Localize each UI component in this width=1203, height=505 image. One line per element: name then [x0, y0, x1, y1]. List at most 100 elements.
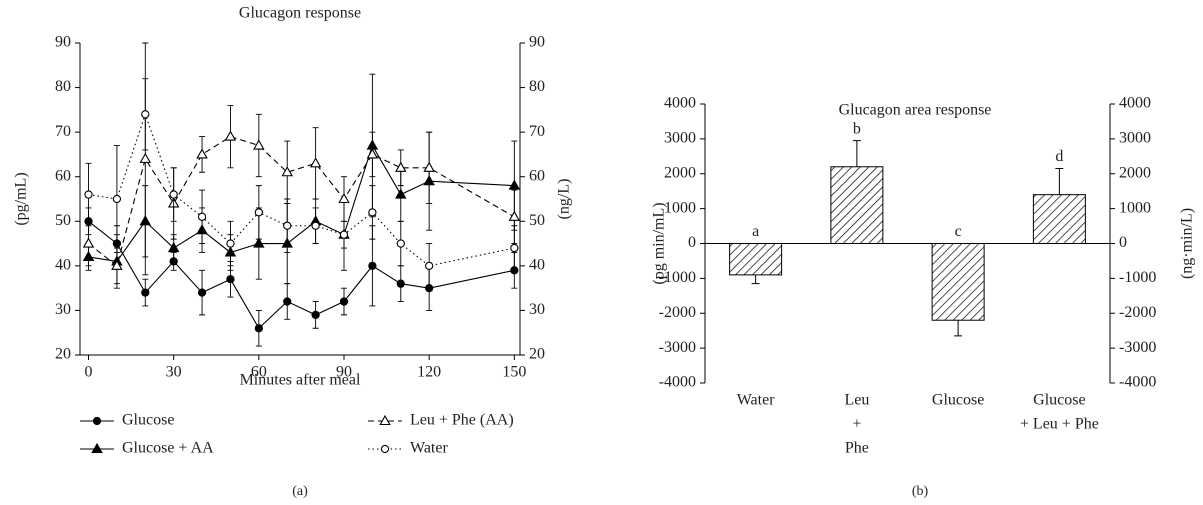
legend-marker: [92, 416, 102, 426]
marker: [169, 190, 178, 199]
y2-tick-label: -3000: [1119, 339, 1156, 356]
marker: [309, 157, 322, 168]
marker: [338, 192, 350, 204]
y2-tick-label: 0: [1119, 234, 1127, 251]
y-tick-label: 90: [55, 34, 71, 51]
marker: [311, 310, 320, 320]
y-tick-label: -1000: [659, 269, 696, 286]
marker: [141, 288, 150, 297]
legend-marker: [379, 414, 391, 426]
chart-title: Glucagon area response: [839, 102, 992, 119]
series-line: [88, 144, 515, 262]
marker: [167, 241, 180, 253]
y-tick-label: 20: [55, 346, 71, 363]
x-axis-label: Minutes after meal: [240, 372, 361, 389]
x-tick-label: Phe: [845, 440, 869, 457]
y-axis-label: (pg/mL): [13, 172, 30, 225]
marker: [197, 288, 207, 297]
marker: [510, 243, 519, 253]
x-tick-label: 30: [166, 364, 182, 381]
marker: [111, 259, 123, 270]
legend-label: Glucose + AA: [122, 440, 214, 457]
error-bar: [954, 320, 963, 337]
marker: [423, 161, 435, 172]
x-tick-label: 0: [85, 364, 93, 381]
y2-tick-label: 80: [529, 78, 545, 95]
x-tick-label: 150: [502, 364, 526, 381]
marker: [311, 221, 320, 230]
y2-tick-label: 90: [529, 34, 545, 51]
y2-axis-label: (ng·min/L): [1179, 208, 1196, 279]
x-tick-label: 60: [251, 364, 267, 381]
x-tick-label: 90: [336, 364, 352, 381]
marker: [253, 237, 265, 248]
y2-tick-label: 50: [529, 212, 545, 229]
y-tick-label: -4000: [659, 374, 696, 391]
x-tick-label: Water: [737, 392, 775, 409]
marker: [425, 261, 434, 271]
y-tick-label: 1000: [664, 199, 696, 216]
bar: [931, 243, 985, 321]
caption: (a): [292, 484, 308, 499]
marker: [141, 110, 150, 119]
series-line: [88, 220, 515, 330]
x-tick-label: Leu: [844, 392, 869, 409]
x-tick-label: + Leu + Phe: [1020, 416, 1099, 433]
marker: [368, 261, 377, 271]
y2-tick-label: 4000: [1119, 95, 1151, 112]
y2-tick-label: 1000: [1119, 199, 1151, 216]
marker: [339, 297, 349, 306]
marker: [224, 130, 237, 141]
chart-title: Glucagon response: [239, 5, 361, 22]
x-tick-label: Glucose: [1033, 392, 1085, 409]
x-tick-label: 120: [417, 364, 441, 381]
marker: [395, 188, 407, 199]
legend-label: Glucose: [122, 412, 174, 429]
y-tick-label: -2000: [659, 304, 696, 321]
y2-tick-label: 70: [529, 123, 545, 140]
y-tick-label: 60: [55, 167, 71, 184]
marker: [368, 208, 377, 217]
annotation: d: [1055, 148, 1063, 165]
marker: [226, 239, 235, 248]
marker: [226, 275, 235, 284]
caption: (b): [912, 484, 929, 499]
marker: [253, 139, 265, 150]
bar: [729, 243, 783, 276]
y-axis-label: (pg min/mL): [651, 202, 668, 284]
marker: [339, 230, 349, 239]
y-tick-label: 0: [688, 234, 696, 251]
y-tick-label: 50: [55, 212, 71, 229]
y2-tick-label: -2000: [1119, 304, 1156, 321]
y-tick-label: 40: [55, 257, 71, 274]
y-tick-label: 30: [55, 301, 71, 318]
y2-axis-label: (ng/L): [556, 179, 573, 220]
error-bar: [852, 140, 861, 167]
series-line: [88, 112, 515, 267]
legend-label: Water: [410, 440, 448, 457]
marker: [254, 208, 263, 217]
annotation: b: [853, 120, 861, 137]
marker: [254, 324, 263, 333]
marker: [281, 166, 293, 177]
y-tick-label: 70: [55, 123, 71, 140]
x-tick-label: Glucose: [932, 392, 984, 409]
y-tick-label: 3000: [664, 130, 696, 147]
bar: [1032, 194, 1086, 245]
marker: [196, 148, 208, 159]
marker: [197, 212, 207, 221]
marker: [395, 161, 407, 172]
marker: [283, 297, 292, 306]
marker: [508, 179, 521, 190]
marker: [84, 190, 93, 199]
bar: [830, 166, 884, 244]
marker: [508, 210, 521, 221]
legend-marker: [91, 442, 103, 454]
legend-label: Leu + Phe (AA): [410, 412, 514, 429]
y2-tick-label: 20: [529, 346, 545, 363]
y2-tick-label: 40: [529, 257, 545, 274]
marker: [139, 152, 152, 163]
series-line: [88, 135, 515, 267]
x-tick-label: +: [852, 416, 861, 433]
